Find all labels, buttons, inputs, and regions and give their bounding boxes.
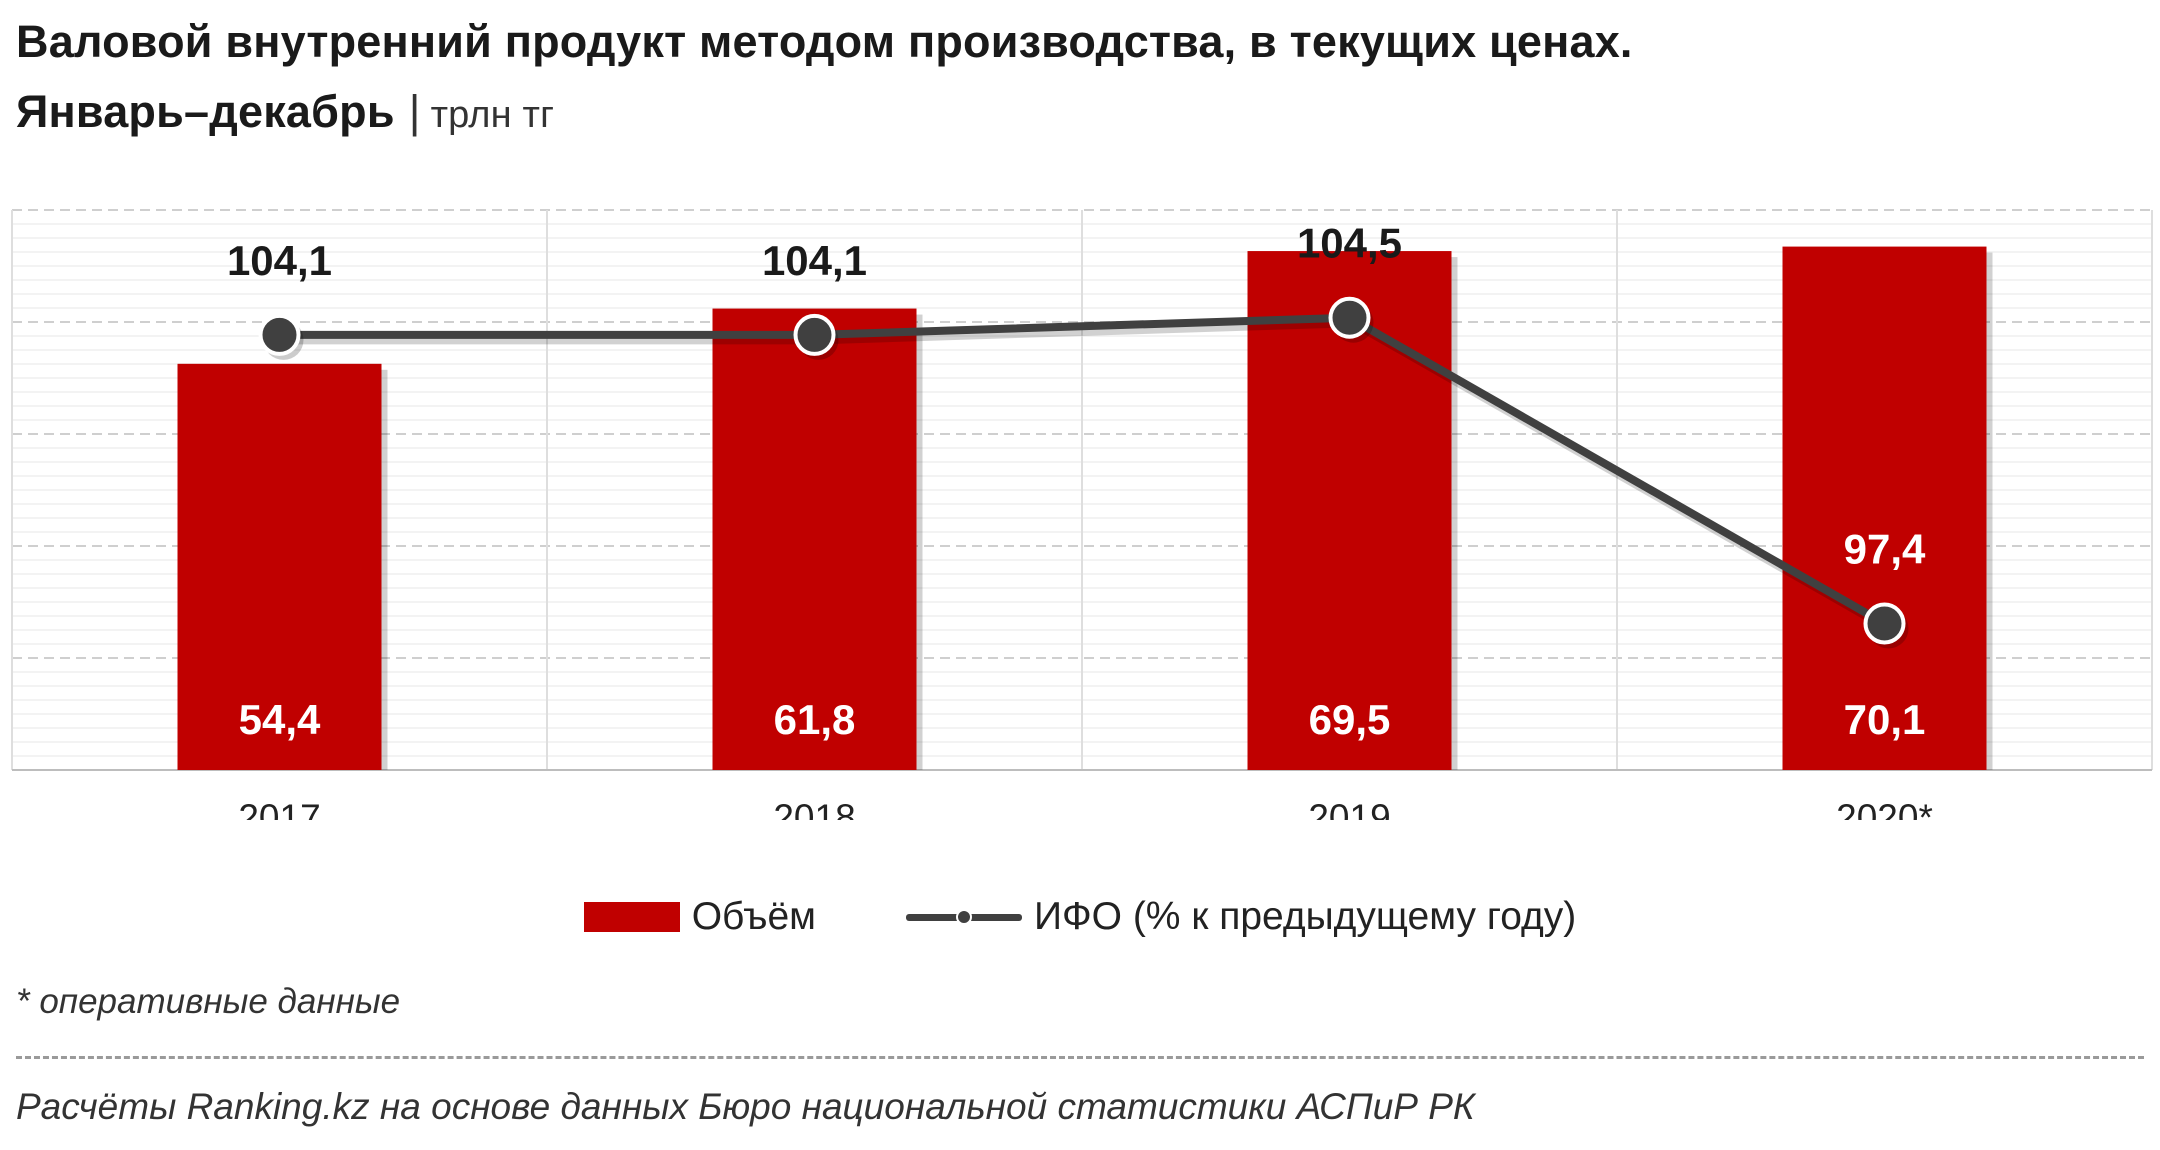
ifo-value-label: 104,5 [1297,220,1402,267]
data-labels: 54,4 61,8 69,5 70,1 104,1 104,1 104,5 97,4 [227,220,1926,743]
ifo-value-label: 104,1 [227,237,332,284]
bar-2017 [177,363,382,770]
combo-chart: 54,4 61,8 69,5 70,1 104,1 104,1 104,5 97,4 2017… [11,209,2153,820]
x-tick-label: 2020* [1836,797,1933,820]
bar-value-label: 70,1 [1844,696,1926,743]
x-axis: 2017 2018 2019 2020* [238,797,1933,820]
ifo-value-label: 104,1 [762,237,867,284]
bar-value-label: 69,5 [1309,696,1391,743]
bar-value-label: 54,4 [239,696,321,743]
divider [16,1056,2144,1059]
ifo-marker-2019 [1328,296,1371,339]
line-series [258,296,1909,649]
x-tick-label: 2018 [773,797,855,820]
legend-volume-label: Объём [691,895,816,938]
legend-item-volume: Объём [583,895,816,939]
legend-item-ifo: ИФО (% к предыдущему году) [905,895,1577,939]
chart-subtitle-row: Январь–декабрь | трлн тг [16,84,554,143]
legend: Объём ИФО (% к предыдущему году) [0,895,2160,939]
chart-subtitle: Январь–декабрь [16,86,395,137]
bar-value-label: 61,8 [774,696,856,743]
ifo-value-label: 97,4 [1844,526,1926,573]
ifo-marker-2018 [793,313,836,356]
ifo-marker-2020 [1863,602,1906,645]
subtitle-separator: | [408,86,421,137]
ifo-marker-2017 [258,313,301,356]
legend-line-swatch [905,902,1022,932]
unit-label: трлн тг [430,94,555,136]
x-tick-label: 2019 [1308,797,1390,820]
x-tick-label: 2017 [238,797,320,820]
footnote: * оперативные данные [16,982,401,1021]
legend-bar-swatch [583,902,680,932]
legend-ifo-label: ИФО (% к предыдущему году) [1033,895,1577,938]
ifo-line [279,313,1887,627]
source-note: Расчёты Ranking.kz на основе данных Бюро… [16,1086,1475,1127]
chart-title: Валовой внутренний продукт методом произ… [16,16,1633,67]
bar-2020 [1782,246,1987,770]
bar-2018 [712,308,917,770]
